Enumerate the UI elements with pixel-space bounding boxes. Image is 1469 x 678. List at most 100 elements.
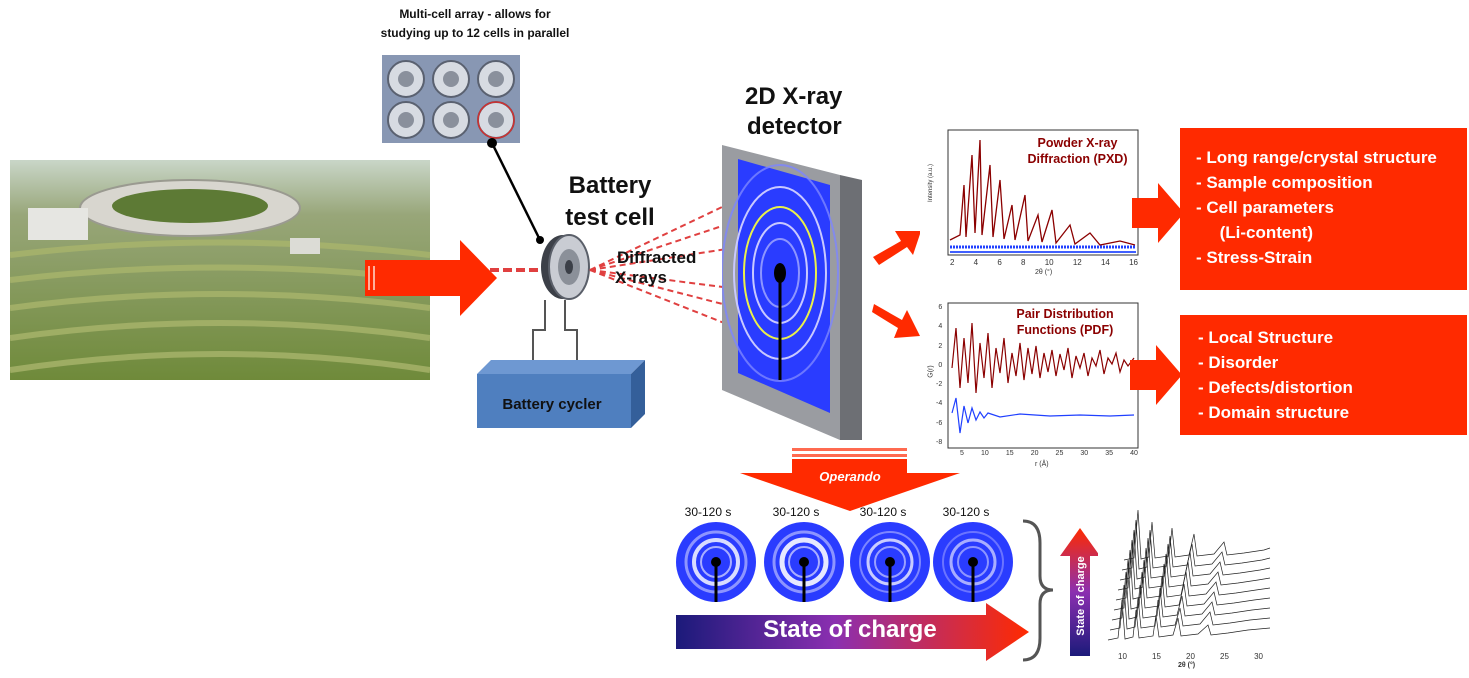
pxd-info-item: - Long range/crystal structure	[1196, 148, 1437, 167]
waterfall-area	[1107, 509, 1271, 641]
pdf-ytick: 2	[938, 342, 943, 350]
pxd-info-item: (Li-content)	[1196, 223, 1314, 242]
pxd-xticks: 2 4 6 8 10 12 14 16	[950, 258, 1138, 267]
pdf-title-line-1: Pair Distribution	[1016, 307, 1114, 321]
pdf-info-item: - Disorder	[1198, 353, 1279, 372]
pdf-info-item: - Domain structure	[1198, 403, 1350, 422]
beam-path	[490, 268, 546, 272]
pxd-info-item: - Stress-Strain	[1196, 248, 1313, 267]
diffraction-snapshot-2	[764, 522, 844, 602]
waterfall-xlabel: 2θ (°)	[1178, 662, 1196, 669]
pdf-title: Pair Distribution Functions (PDF)	[990, 306, 1140, 338]
battery-test-cell-icon	[541, 234, 590, 300]
pxd-title: Powder X-ray Diffraction (PXD)	[1015, 135, 1140, 167]
arrow-to-pdf	[872, 304, 920, 338]
pxd-info-box: - Long range/crystal structure - Sample …	[1180, 128, 1467, 290]
pdf-ytick: -4	[936, 400, 943, 408]
pxd-xtick: 14	[1100, 258, 1110, 267]
pxd-xtick: 12	[1072, 258, 1082, 267]
waterfall-xtick: 20	[1186, 652, 1195, 661]
time-label: 30-120 s	[859, 505, 907, 519]
cell-label-line-1: Battery	[568, 172, 652, 199]
waterfall-plot: 10 15 20 25 30 2θ (°)	[1098, 500, 1278, 672]
pointer-line	[487, 138, 544, 244]
pxd-xtick: 6	[997, 258, 1002, 267]
multicell-array-image	[382, 55, 520, 143]
pxd-plot-area	[947, 129, 1139, 256]
operando-arrow	[740, 448, 960, 511]
diffracted-line-2: X-rays	[615, 268, 667, 287]
diffraction-snapshots	[676, 522, 1013, 602]
battery-cycler-box	[477, 360, 645, 428]
incoming-beam-arrow	[365, 240, 497, 316]
pdf-yticks: 6 4 2 0 -2 -4 -6 -8	[936, 304, 942, 446]
pdf-plot: Pair Distribution Functions (PDF) G(r) 6…	[920, 298, 1145, 473]
cycler-wires	[532, 300, 578, 365]
pdf-xtick: 20	[1030, 450, 1039, 457]
pdf-info-item: - Local Structure	[1198, 328, 1334, 347]
pdf-xticks: 5 10 15 20 25 30 35 40	[960, 450, 1138, 457]
diffracted-xrays-label: Diffracted X-rays	[605, 248, 696, 288]
time-label: 30-120 s	[684, 505, 732, 519]
pdf-ytick: -6	[936, 419, 943, 427]
synchrotron-image	[10, 160, 430, 380]
pdf-ytick: -2	[936, 381, 943, 389]
pxd-xtick: 10	[1044, 258, 1054, 267]
pdf-xtick: 10	[980, 450, 989, 457]
waterfall-xtick: 25	[1220, 652, 1229, 661]
waterfall-xticks: 10 15 20 25 30	[1118, 652, 1263, 661]
pdf-ylabel: G(r)	[927, 365, 935, 378]
vertical-soc-label: State of charge	[1075, 556, 1087, 636]
pdf-xtick: 40	[1130, 450, 1138, 457]
multicell-caption: Multi-cell array - allows for studying u…	[325, 5, 625, 43]
diffraction-snapshot-1	[676, 522, 756, 602]
time-label: 30-120 s	[772, 505, 820, 519]
diffraction-snapshot-3	[850, 522, 930, 602]
diffracted-line-1: Diffracted	[617, 248, 697, 267]
pdf-title-line-2: Functions (PDF)	[1016, 323, 1114, 337]
pxd-ylabel: Intensity (a.u.)	[928, 163, 935, 203]
caption-line-1: Multi-cell array - allows for	[399, 7, 551, 21]
battery-cycler-label: Battery cycler	[502, 396, 602, 413]
pxd-plot: Powder X-ray Diffraction (PXD) Intensity…	[920, 125, 1145, 295]
state-of-charge-label: State of charge	[763, 616, 937, 643]
pdf-info-item: - Defects/distortion	[1198, 378, 1353, 397]
pxd-xtick: 4	[973, 258, 979, 267]
pdf-xtick: 30	[1080, 450, 1089, 457]
vertical-soc-arrow	[1060, 528, 1100, 656]
pxd-title-line-2: Diffraction (PXD)	[1027, 152, 1128, 166]
waterfall-xtick: 30	[1254, 652, 1263, 661]
time-label: 30-120 s	[942, 505, 990, 519]
brace	[1022, 519, 1054, 662]
pdf-xtick: 15	[1005, 450, 1014, 457]
waterfall-xtick: 15	[1152, 652, 1161, 661]
arrow-to-pxd-info	[1132, 183, 1184, 243]
arrow-to-pdf-info	[1130, 345, 1182, 405]
pxd-info-item: - Sample composition	[1196, 173, 1373, 192]
pdf-xlabel: r (Å)	[1035, 461, 1049, 468]
pdf-ytick: 6	[938, 304, 943, 311]
pxd-title-line-1: Powder X-ray	[1037, 136, 1118, 150]
arrow-to-pxd	[873, 231, 921, 265]
pdf-ytick: 4	[938, 323, 943, 331]
pxd-xlabel: 2θ (°)	[1035, 269, 1053, 276]
pxd-xtick: 2	[950, 258, 955, 267]
detector-panel	[722, 145, 862, 440]
operando-label: Operando	[819, 469, 881, 484]
battery-test-cell-label: Battery test cell	[555, 170, 665, 234]
state-of-charge-arrow	[676, 603, 1029, 661]
cell-label-line-2: test cell	[565, 204, 655, 231]
pdf-ytick: -8	[936, 438, 943, 446]
pdf-info-box: - Local Structure - Disorder - Defects/d…	[1180, 315, 1467, 435]
waterfall-xtick: 10	[1118, 652, 1127, 661]
pdf-xtick: 25	[1055, 450, 1064, 457]
detector-label-line-1: 2D X-ray	[745, 83, 843, 110]
diffraction-snapshot-4	[933, 522, 1013, 602]
pdf-xtick: 35	[1105, 450, 1114, 457]
pdf-ytick: 0	[938, 361, 943, 369]
pdf-xtick: 5	[960, 450, 964, 457]
caption-line-2: studying up to 12 cells in parallel	[380, 26, 570, 40]
pxd-info-item: - Cell parameters	[1196, 198, 1334, 217]
detector-label: 2D X-ray detector	[745, 82, 842, 142]
pxd-xtick: 16	[1129, 258, 1138, 267]
